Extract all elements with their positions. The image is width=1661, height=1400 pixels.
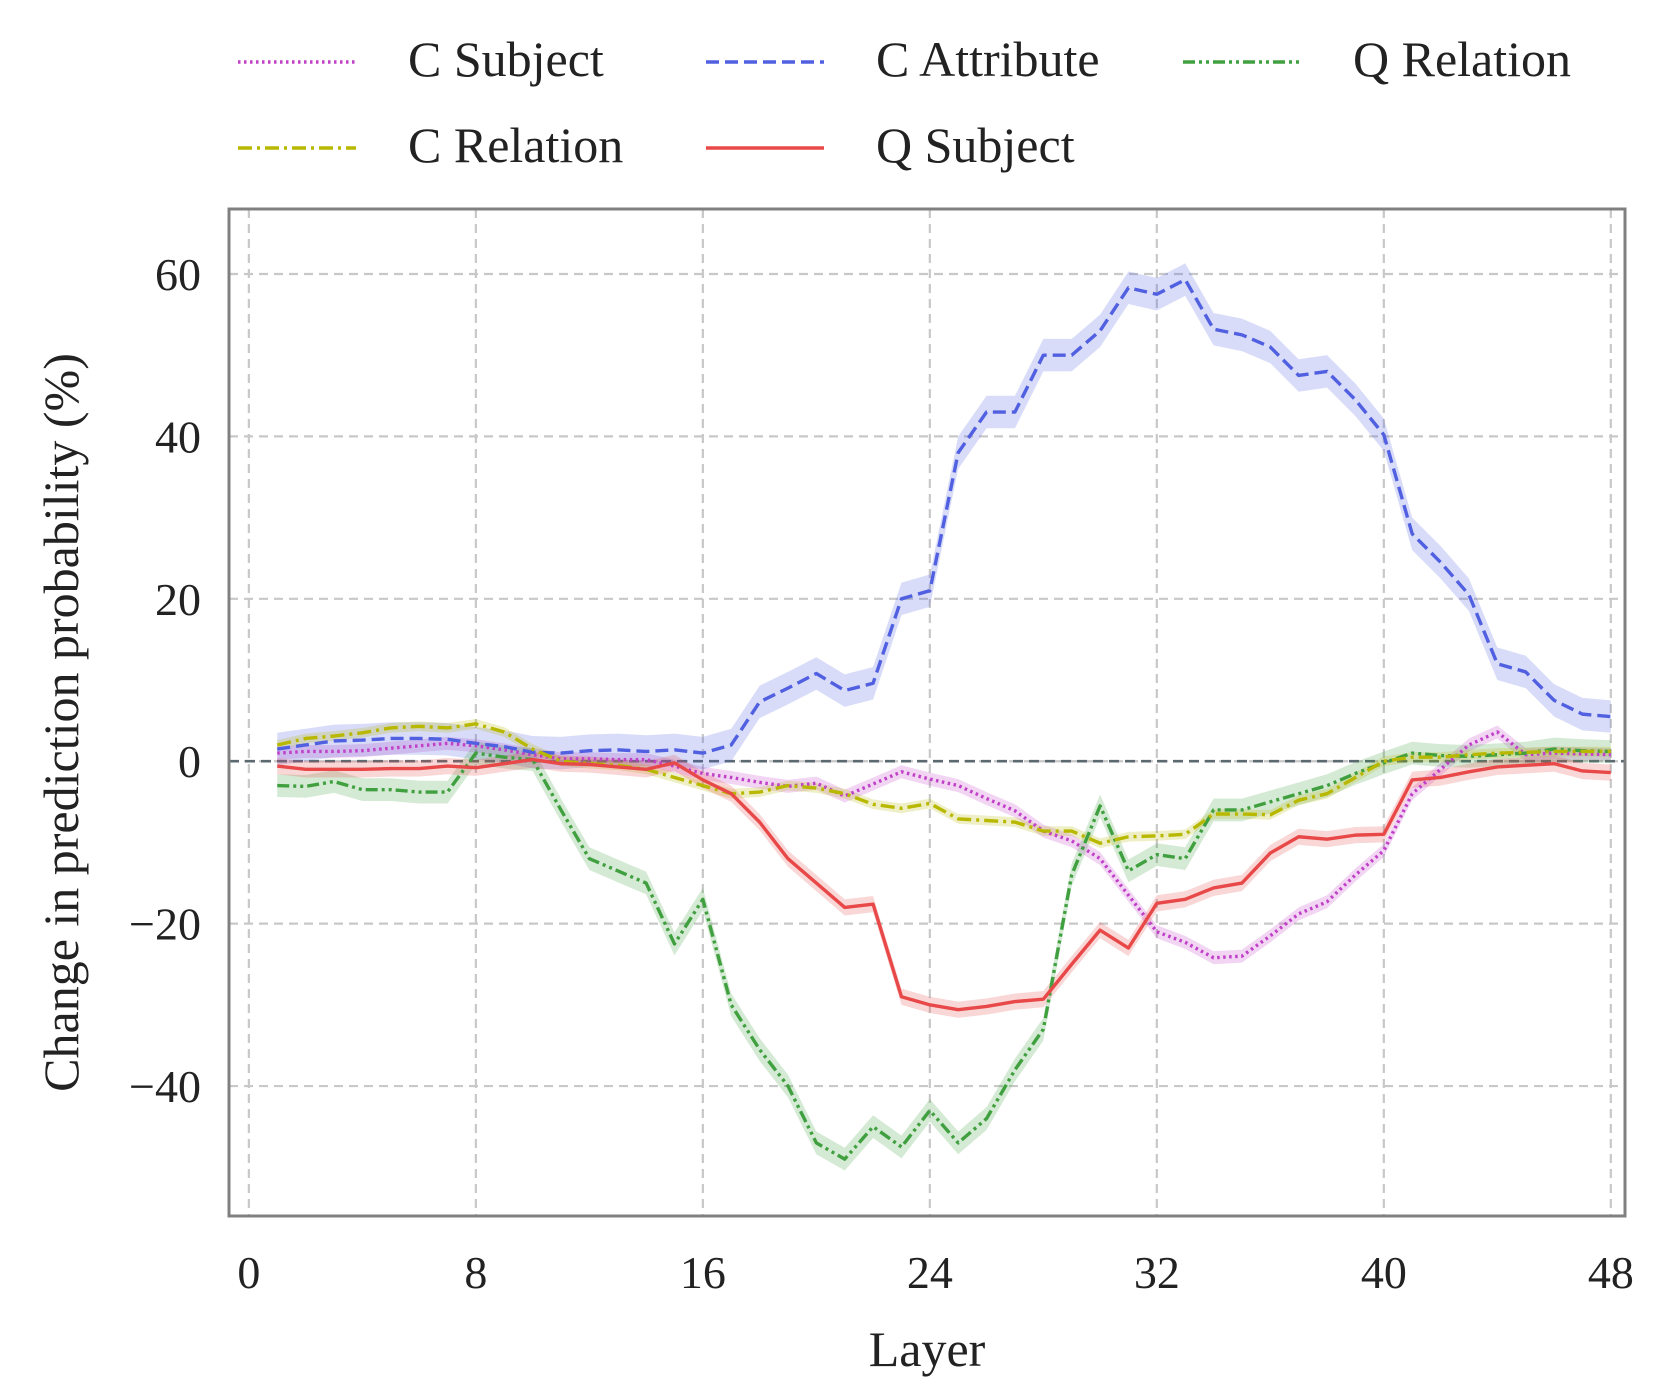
- y-tick-label: −20: [129, 899, 201, 950]
- legend-item-c-subject: C Subject: [238, 31, 604, 87]
- x-tick-label: 40: [1361, 1247, 1407, 1298]
- y-tick-label: −40: [129, 1061, 201, 1112]
- x-tick-label: 8: [464, 1247, 487, 1298]
- q-relation-band: [277, 737, 1611, 1171]
- c-subject-band: [277, 725, 1611, 965]
- legend: C Subject C Attribute Q Relation C Relation…: [238, 31, 1571, 173]
- y-tick-label: 0: [178, 736, 201, 787]
- x-tick-label: 0: [237, 1247, 260, 1298]
- series-lines: [276, 277, 1611, 1161]
- c-subject-line: [277, 730, 1611, 960]
- legend-label: C Attribute: [876, 31, 1100, 87]
- legend-label: C Subject: [408, 31, 604, 87]
- x-axis-title: Layer: [869, 1321, 986, 1377]
- y-tick-label: 40: [155, 411, 201, 462]
- x-tick-label: 16: [680, 1247, 726, 1298]
- legend-item-q-subject: Q Subject: [706, 117, 1075, 173]
- q-subject-band: [277, 751, 1611, 1018]
- y-axis-ticks: −40 −20 0 20 40 60: [129, 249, 201, 1112]
- y-axis-title: Change in prediction probability (%): [33, 353, 89, 1092]
- legend-label: Q Subject: [876, 117, 1075, 173]
- x-tick-label: 48: [1588, 1247, 1634, 1298]
- x-tick-label: 32: [1134, 1247, 1180, 1298]
- c-relation-band: [277, 718, 1611, 849]
- legend-item-q-relation: Q Relation: [1183, 31, 1571, 87]
- x-tick-label: 24: [907, 1247, 953, 1298]
- q-subject-line: [277, 757, 1611, 1012]
- plot-frame: [227, 207, 1627, 1218]
- c-attribute-line: [276, 277, 1611, 755]
- confidence-bands: [277, 263, 1611, 1171]
- grid: [229, 209, 1625, 1216]
- legend-label: C Relation: [408, 117, 623, 173]
- legend-item-c-relation: C Relation: [238, 117, 623, 173]
- q-relation-line: [277, 747, 1611, 1161]
- x-axis-ticks: 0 8 16 24 32 40 48: [237, 1247, 1633, 1298]
- legend-item-c-attribute: C Attribute: [706, 31, 1100, 87]
- y-tick-label: 60: [155, 249, 201, 300]
- y-tick-label: 20: [155, 574, 201, 625]
- c-relation-line: [276, 722, 1611, 845]
- legend-label: Q Relation: [1353, 31, 1571, 87]
